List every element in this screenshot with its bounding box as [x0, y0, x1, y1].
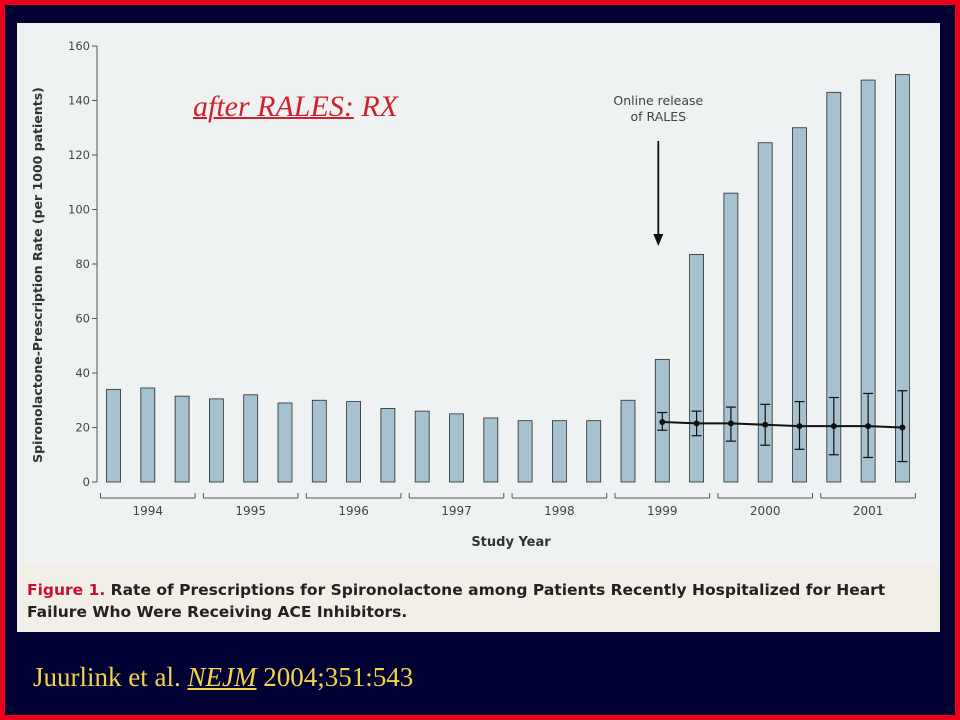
y-tick-label: 100 — [68, 203, 90, 217]
x-tick-label: 1996 — [338, 504, 369, 518]
y-tick-label: 0 — [83, 475, 90, 489]
y-axis: 0 20 40 60 80 100 120 140 160 — [68, 39, 98, 489]
caption-area: Figure 1. Rate of Prescriptions for Spir… — [17, 563, 940, 632]
x-tick-label: 2001 — [853, 504, 884, 518]
bar — [723, 192, 739, 483]
bar — [106, 388, 121, 483]
y-tick-label: 20 — [75, 421, 90, 435]
x-tick-label: 2000 — [750, 504, 781, 518]
bar — [826, 91, 842, 483]
y-tick-label: 80 — [75, 257, 90, 271]
expected-point — [762, 421, 769, 428]
bar — [380, 408, 396, 483]
citation-authors: Juurlink et al. — [33, 662, 188, 692]
bar — [552, 420, 567, 483]
expected-point — [865, 423, 872, 430]
y-tick-label: 60 — [75, 312, 90, 326]
plot-area: 0 20 40 60 80 100 120 140 160 1994 1995 1996 1997 19… — [17, 23, 940, 563]
annotation-arrow-head — [653, 234, 664, 246]
slide-title-underlined: after RALES: — [193, 90, 354, 123]
bar — [208, 398, 224, 483]
y-tick-label: 160 — [68, 39, 90, 53]
x-tick-label: 1998 — [544, 504, 575, 518]
bar — [792, 127, 807, 483]
bar — [140, 387, 156, 483]
expected-point — [830, 423, 837, 430]
expected-rate-line — [657, 390, 908, 463]
y-axis-label: Spironolactone-Prescription Rate (per 10… — [30, 87, 45, 463]
bar — [346, 401, 362, 483]
x-axis-label: Study Year — [471, 535, 551, 550]
citation: Juurlink et al. NEJM 2004;351:543 — [33, 662, 413, 693]
bar — [689, 254, 704, 483]
x-axis: 1994 1995 1996 1997 1998 1999 2000 2001 — [100, 493, 916, 518]
bar — [277, 402, 293, 483]
slide-title-rest: RX — [353, 90, 398, 123]
expected-point — [899, 424, 906, 431]
x-tick-label: 1995 — [235, 504, 266, 518]
x-tick-label: 1997 — [441, 504, 472, 518]
expected-point — [659, 419, 666, 426]
bar — [860, 79, 876, 483]
figure-panel: 0 20 40 60 80 100 120 140 160 1994 1995 1996 1997 19… — [17, 23, 940, 632]
bar — [517, 420, 533, 483]
bar — [243, 394, 259, 483]
annotation-line2: of RALES — [631, 109, 687, 124]
citation-journal: NEJM — [187, 662, 257, 692]
bar — [174, 395, 190, 483]
bar — [895, 74, 910, 483]
figure-label: Figure 1. — [27, 581, 106, 599]
bar — [449, 413, 464, 483]
figure-caption-text: Rate of Prescriptions for Spironolactone… — [27, 581, 886, 621]
y-tick-label: 120 — [68, 148, 90, 162]
bars — [106, 74, 910, 483]
x-tick-label: 1994 — [133, 504, 164, 518]
expected-line — [662, 421, 903, 429]
bar — [757, 142, 773, 483]
bar — [311, 399, 327, 483]
annotation-line1: Online release — [613, 93, 703, 108]
y-tick-label: 40 — [75, 366, 90, 380]
expected-point — [693, 420, 700, 427]
citation-rest: 2004;351:543 — [256, 662, 414, 692]
bar — [586, 420, 602, 483]
bar — [414, 410, 430, 483]
expected-point — [796, 423, 803, 430]
y-tick-label: 140 — [68, 94, 90, 108]
figure-caption: Figure 1. Rate of Prescriptions for Spir… — [27, 579, 927, 623]
bar — [483, 417, 499, 483]
slide-title: after RALES: RX — [193, 90, 398, 124]
x-tick-label: 1999 — [647, 504, 678, 518]
bar — [620, 399, 636, 483]
expected-point — [727, 420, 734, 427]
